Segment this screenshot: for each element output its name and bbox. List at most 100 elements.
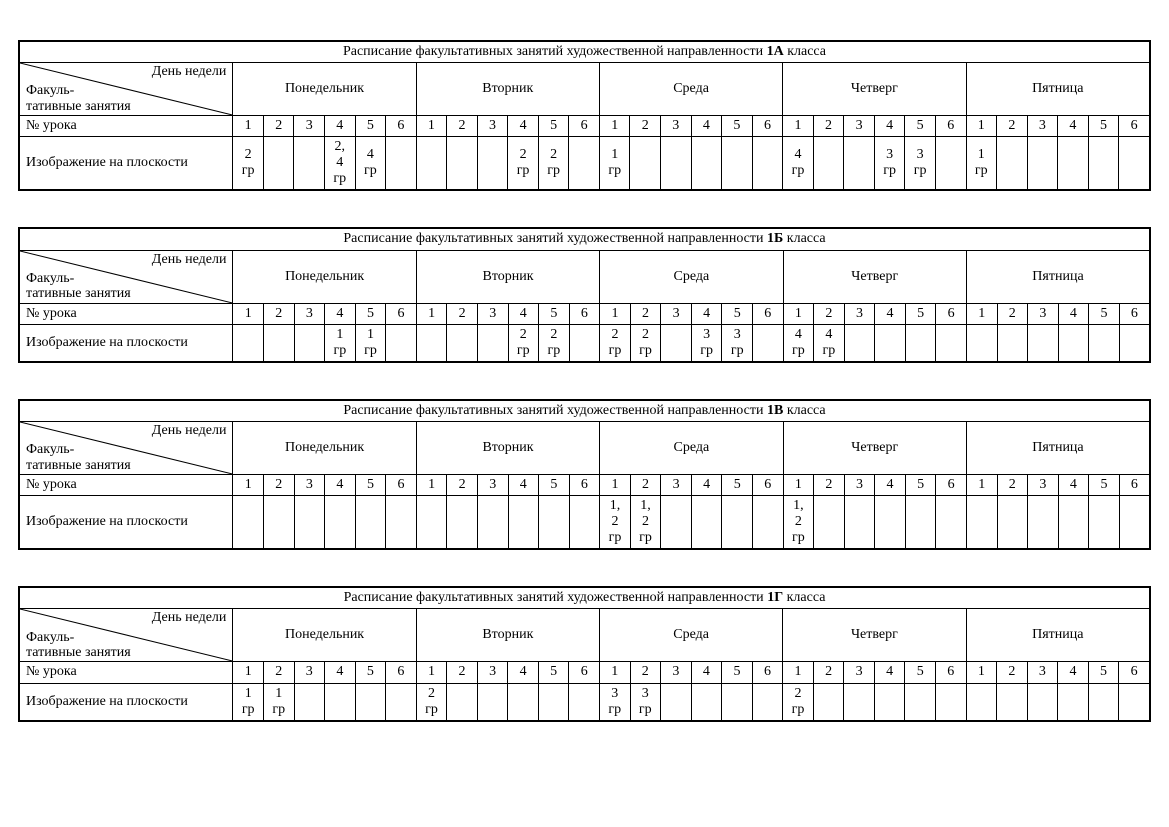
schedule-cell	[936, 683, 967, 721]
schedule-cell	[569, 683, 600, 721]
schedule-cell	[844, 137, 875, 191]
schedule-cell	[753, 496, 784, 550]
schedule-cell	[386, 137, 417, 191]
schedule-cell	[661, 683, 692, 721]
period-number: 1	[966, 662, 997, 683]
schedule-cell	[1119, 496, 1150, 550]
schedule-cell: 2гр	[783, 683, 814, 721]
diag-bottom-label: Факуль-тативные занятия	[26, 630, 131, 661]
period-number: 1	[966, 474, 997, 495]
day-header: Понедельник	[233, 63, 416, 116]
schedule-cell	[1119, 137, 1150, 191]
day-header: Четверг	[783, 609, 966, 662]
period-number: 4	[1058, 662, 1089, 683]
schedule-cell	[722, 137, 753, 191]
period-number: 3	[844, 474, 875, 495]
table-title: Расписание факультативных занятий художе…	[19, 228, 1150, 250]
schedule-cell	[477, 137, 508, 191]
schedule-cell	[416, 324, 447, 362]
period-number: 2	[447, 303, 478, 324]
period-number: 5	[1089, 303, 1120, 324]
period-number: 6	[386, 662, 417, 683]
schedule-table-1Г: Расписание факультативных занятий художе…	[18, 586, 1151, 721]
schedule-cell: 3гр	[905, 137, 936, 191]
schedule-cell	[997, 324, 1028, 362]
period-number: 5	[355, 116, 386, 137]
day-header: Пятница	[966, 250, 1150, 303]
period-number: 6	[1119, 116, 1150, 137]
period-number: 3	[477, 116, 508, 137]
schedule-cell	[569, 496, 600, 550]
schedule-cell: 1гр	[325, 324, 356, 362]
period-number: 4	[325, 303, 356, 324]
schedule-cell	[875, 496, 906, 550]
period-number: 5	[539, 474, 570, 495]
period-number: 1	[416, 303, 447, 324]
period-number: 4	[1058, 303, 1089, 324]
schedule-cell: 2,4гр	[325, 137, 356, 191]
period-number: 5	[722, 662, 753, 683]
period-number: 3	[661, 116, 692, 137]
subject-label: Изображение на плоскости	[19, 324, 233, 362]
diag-bottom-label: Факуль-тативные занятия	[26, 83, 131, 114]
period-number: 4	[874, 662, 905, 683]
diag-bottom-label: Факуль-тативные занятия	[26, 442, 131, 473]
period-number: 3	[477, 303, 508, 324]
period-number: 1	[600, 474, 631, 495]
schedule-cell	[294, 496, 325, 550]
day-header: Среда	[599, 63, 782, 116]
diagonal-header-cell: День неделиФакуль-тативные занятия	[19, 421, 233, 474]
schedule-cell	[1119, 324, 1150, 362]
schedule-cell	[1089, 324, 1120, 362]
schedule-cell	[539, 496, 570, 550]
period-number: 3	[661, 303, 692, 324]
schedule-cell	[508, 683, 539, 721]
period-number: 4	[875, 474, 906, 495]
schedule-cell	[966, 496, 997, 550]
lesson-number-label: № урока	[19, 303, 233, 324]
period-number: 1	[416, 662, 447, 683]
diagonal-header-cell: День неделиФакуль-тативные занятия	[19, 609, 233, 662]
period-number: 5	[1089, 474, 1120, 495]
period-number: 5	[722, 303, 753, 324]
diagonal-header-cell: День неделиФакуль-тативные занятия	[19, 63, 233, 116]
lesson-number-label: № урока	[19, 662, 233, 683]
period-number: 5	[905, 474, 936, 495]
period-number: 2	[630, 116, 661, 137]
schedule-cell	[416, 137, 447, 191]
schedule-cell	[753, 324, 784, 362]
period-number: 6	[752, 116, 783, 137]
period-number: 2	[630, 303, 661, 324]
period-number: 3	[1027, 116, 1058, 137]
period-number: 1	[783, 662, 814, 683]
period-number: 1	[600, 303, 631, 324]
period-number: 2	[997, 116, 1028, 137]
schedule-cell: 2гр	[233, 137, 264, 191]
schedule-cell	[630, 137, 661, 191]
period-number: 2	[447, 116, 478, 137]
schedule-cell	[1058, 496, 1089, 550]
schedule-cell: 1гр	[355, 324, 386, 362]
period-number: 3	[844, 662, 875, 683]
schedule-cell: 2гр	[539, 324, 570, 362]
schedule-cell	[844, 496, 875, 550]
schedule-cell	[294, 137, 325, 191]
day-header: Вторник	[416, 421, 599, 474]
period-number: 6	[569, 116, 600, 137]
period-number: 4	[875, 303, 906, 324]
period-number: 5	[905, 116, 936, 137]
day-header: Четверг	[783, 63, 966, 116]
class-code: 1А	[767, 44, 784, 59]
schedule-cell: 1гр	[233, 683, 264, 721]
day-header: Понедельник	[233, 421, 416, 474]
schedule-cell	[997, 137, 1028, 191]
class-code: 1В	[767, 403, 783, 418]
schedule-cell: 2гр	[600, 324, 631, 362]
day-header: Среда	[599, 609, 782, 662]
schedule-cell	[814, 496, 845, 550]
diagonal-header-cell: День неделиФакуль-тативные занятия	[19, 250, 233, 303]
period-number: 1	[233, 116, 264, 137]
schedule-cell	[416, 496, 447, 550]
table-title: Расписание факультативных занятий художе…	[19, 587, 1150, 609]
schedule-cell	[233, 324, 264, 362]
